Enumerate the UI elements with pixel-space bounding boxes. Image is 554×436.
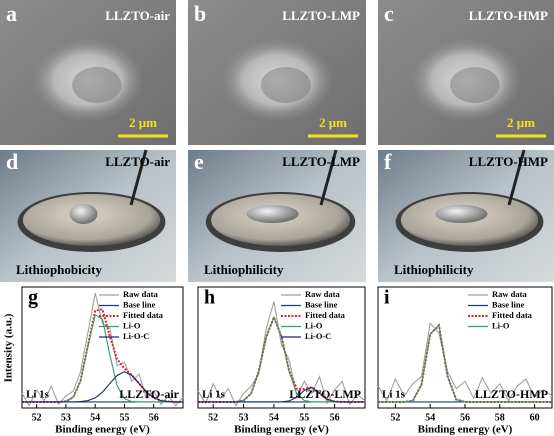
sem-feature xyxy=(31,38,145,122)
legend-label: Raw data xyxy=(305,289,340,299)
panel-label: LLZTO-LMP xyxy=(282,8,360,23)
plot-frame xyxy=(21,286,184,409)
panel-letter: a xyxy=(6,1,17,26)
series-line xyxy=(198,386,365,403)
annotation: LLZTO-LMP xyxy=(289,387,361,401)
panel-label: LLZTO-LMP xyxy=(282,154,360,169)
plot-frame xyxy=(377,286,553,409)
legend-label: Fitted data xyxy=(492,310,533,320)
photo-caption: Lithiophilicity xyxy=(394,262,474,277)
annotation: LLZTO-HMP xyxy=(475,387,548,401)
scale-bar-label: 2 μm xyxy=(507,115,535,130)
legend-label: Base line xyxy=(305,299,338,309)
panel-label: LLZTO-HMP xyxy=(469,154,548,169)
x-tick-label: 52 xyxy=(208,412,218,423)
annotation: Li 1s xyxy=(26,389,50,401)
scale-bar-label: 2 μm xyxy=(319,115,347,130)
panel-letter: c xyxy=(384,1,394,26)
legend-label: Li-O xyxy=(123,320,141,330)
sem-feature xyxy=(72,67,122,103)
x-tick-label: 56 xyxy=(149,412,159,423)
legend-label: Fitted data xyxy=(123,310,164,320)
photo-caption: Lithiophilicity xyxy=(204,262,284,277)
x-tick-label: 54 xyxy=(269,412,279,423)
series-line xyxy=(378,324,552,403)
annotation: Li 1s xyxy=(202,389,226,401)
legend-label: Li-O xyxy=(492,320,510,330)
panel-letter: b xyxy=(194,1,206,26)
panel-letter: g xyxy=(28,287,38,309)
series-line xyxy=(22,371,183,403)
sem-feature xyxy=(409,38,523,122)
x-tick-label: 58 xyxy=(495,412,505,423)
x-tick-label: 54 xyxy=(90,412,100,423)
panel-letter: f xyxy=(384,149,392,174)
x-axis-label: Binding energy (eV) xyxy=(55,424,150,436)
lithium-drop xyxy=(435,205,488,223)
photo-caption: Lithiophobicity xyxy=(16,262,102,277)
x-tick-label: 60 xyxy=(530,412,540,423)
legend-label: Fitted data xyxy=(305,310,346,320)
legend-label: Base line xyxy=(123,299,156,309)
annotation: Li 1s xyxy=(382,389,406,401)
sem-feature xyxy=(450,67,500,103)
panel-letter: e xyxy=(194,149,204,174)
annotation: LLZTO-air xyxy=(119,387,179,401)
x-tick-label: 56 xyxy=(330,412,340,423)
x-tick-label: 54 xyxy=(425,412,435,423)
legend-label: Raw data xyxy=(123,289,158,299)
x-tick-label: 55 xyxy=(119,412,129,423)
legend-label: Li-O xyxy=(305,320,323,330)
y-axis-label: Intensity (a.u.) xyxy=(3,313,15,382)
panel-label: LLZTO-air xyxy=(105,154,170,169)
legend-label: Base line xyxy=(492,299,525,309)
scale-bar-label: 2 μm xyxy=(129,115,157,130)
x-tick-label: 56 xyxy=(460,412,470,423)
x-tick-label: 52 xyxy=(390,412,400,423)
legend-label: Li-O-C xyxy=(305,331,331,341)
sem-feature xyxy=(260,67,311,103)
x-axis-label: Binding energy (eV) xyxy=(234,424,329,436)
legend-label: Raw data xyxy=(492,289,527,299)
series-line xyxy=(197,301,366,407)
lithium-drop xyxy=(69,204,98,224)
tweezers xyxy=(129,149,148,206)
series-line xyxy=(21,292,184,407)
legend-label: Li-O-C xyxy=(123,331,149,341)
panel-label: LLZTO-HMP xyxy=(469,8,548,23)
x-tick-label: 53 xyxy=(61,412,71,423)
x-tick-label: 53 xyxy=(239,412,249,423)
sem-feature xyxy=(220,38,334,122)
panel-label: LLZTO-air xyxy=(105,8,170,23)
tweezers xyxy=(319,149,338,206)
x-axis-label: Binding energy (eV) xyxy=(418,424,513,436)
x-tick-label: 55 xyxy=(299,412,309,423)
tweezers xyxy=(507,149,526,206)
lithium-drop xyxy=(246,205,299,223)
panel-letter: d xyxy=(6,149,18,174)
panel-letter: i xyxy=(384,287,390,309)
x-tick-label: 52 xyxy=(32,412,42,423)
panel-letter: h xyxy=(204,287,215,309)
series-line xyxy=(377,322,553,402)
